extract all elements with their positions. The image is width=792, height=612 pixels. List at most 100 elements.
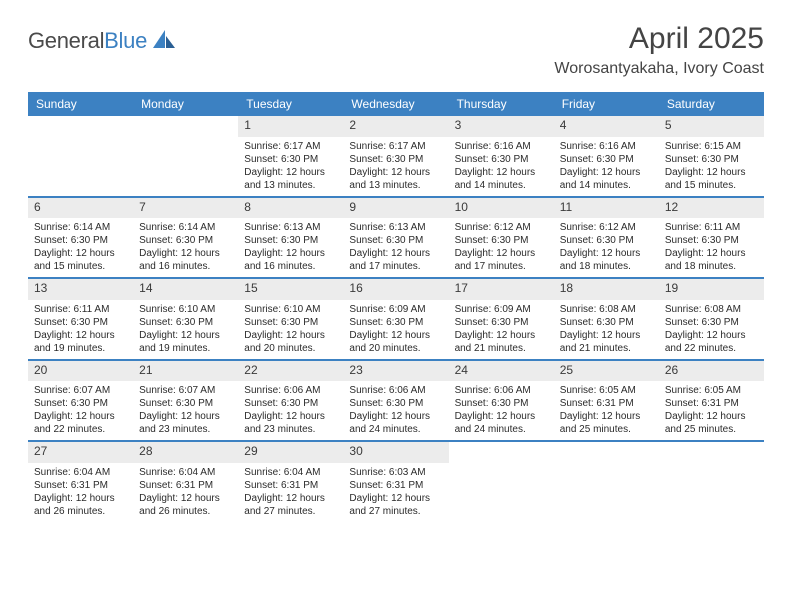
sunrise-line: Sunrise: 6:04 AM bbox=[244, 466, 337, 479]
weekday-header: Tuesday bbox=[238, 92, 343, 116]
day-number: 25 bbox=[554, 361, 659, 382]
sunset-line: Sunset: 6:30 PM bbox=[665, 234, 758, 247]
daylight-line: Daylight: 12 hours and 20 minutes. bbox=[244, 329, 337, 355]
sunset-line-value: 6:30 PM bbox=[596, 235, 633, 246]
sunset-line-label: Sunset: bbox=[560, 235, 594, 246]
sunrise-line: Sunrise: 6:16 AM bbox=[560, 140, 653, 153]
calendar-day: 23Sunrise: 6:06 AMSunset: 6:30 PMDayligh… bbox=[343, 360, 448, 442]
calendar-week: 27Sunrise: 6:04 AMSunset: 6:31 PMDayligh… bbox=[28, 441, 764, 522]
sunrise-line-label: Sunrise: bbox=[139, 467, 176, 478]
sunrise-line-value: 6:04 AM bbox=[73, 467, 110, 478]
sunrise-line-value: 6:10 AM bbox=[179, 304, 216, 315]
sunrise-line-label: Sunrise: bbox=[665, 385, 702, 396]
daylight-line-label: Daylight: bbox=[455, 167, 494, 178]
sunrise-line-value: 6:07 AM bbox=[73, 385, 110, 396]
daylight-line: Daylight: 12 hours and 13 minutes. bbox=[244, 166, 337, 192]
daylight-line: Daylight: 12 hours and 18 minutes. bbox=[665, 247, 758, 273]
day-number: 15 bbox=[238, 279, 343, 300]
day-details: Sunrise: 6:09 AMSunset: 6:30 PMDaylight:… bbox=[343, 300, 448, 359]
sunset-line-label: Sunset: bbox=[244, 317, 278, 328]
day-details: Sunrise: 6:06 AMSunset: 6:30 PMDaylight:… bbox=[343, 381, 448, 440]
sunset-line: Sunset: 6:30 PM bbox=[560, 153, 653, 166]
day-details: Sunrise: 6:17 AMSunset: 6:30 PMDaylight:… bbox=[343, 137, 448, 196]
sunrise-line-label: Sunrise: bbox=[349, 304, 386, 315]
sunset-line: Sunset: 6:30 PM bbox=[455, 234, 548, 247]
sunrise-line-label: Sunrise: bbox=[34, 385, 71, 396]
sunrise-line-value: 6:13 AM bbox=[284, 222, 321, 233]
calendar-header-row: SundayMondayTuesdayWednesdayThursdayFrid… bbox=[28, 92, 764, 116]
sunset-line-label: Sunset: bbox=[349, 317, 383, 328]
sunrise-line: Sunrise: 6:05 AM bbox=[560, 384, 653, 397]
day-number: 28 bbox=[133, 442, 238, 463]
daylight-line-label: Daylight: bbox=[455, 411, 494, 422]
sunrise-line-value: 6:04 AM bbox=[179, 467, 216, 478]
daylight-line: Daylight: 12 hours and 25 minutes. bbox=[665, 410, 758, 436]
sunset-line-label: Sunset: bbox=[560, 317, 594, 328]
calendar-day: 16Sunrise: 6:09 AMSunset: 6:30 PMDayligh… bbox=[343, 278, 448, 360]
sunset-line-label: Sunset: bbox=[349, 154, 383, 165]
sunrise-line: Sunrise: 6:12 AM bbox=[455, 221, 548, 234]
daylight-line: Daylight: 12 hours and 18 minutes. bbox=[560, 247, 653, 273]
day-details: Sunrise: 6:05 AMSunset: 6:31 PMDaylight:… bbox=[554, 381, 659, 440]
sunrise-line: Sunrise: 6:10 AM bbox=[139, 303, 232, 316]
sunrise-line-value: 6:05 AM bbox=[704, 385, 741, 396]
sunset-line: Sunset: 6:30 PM bbox=[244, 397, 337, 410]
weekday-header: Sunday bbox=[28, 92, 133, 116]
sunset-line-label: Sunset: bbox=[455, 154, 489, 165]
calendar-day: 15Sunrise: 6:10 AMSunset: 6:30 PMDayligh… bbox=[238, 278, 343, 360]
calendar-day: 22Sunrise: 6:06 AMSunset: 6:30 PMDayligh… bbox=[238, 360, 343, 442]
brand-general: General bbox=[28, 28, 104, 53]
sunrise-line: Sunrise: 6:08 AM bbox=[560, 303, 653, 316]
day-number: 30 bbox=[343, 442, 448, 463]
day-details: Sunrise: 6:10 AMSunset: 6:30 PMDaylight:… bbox=[133, 300, 238, 359]
calendar-day: 6Sunrise: 6:14 AMSunset: 6:30 PMDaylight… bbox=[28, 197, 133, 279]
day-details: Sunrise: 6:15 AMSunset: 6:30 PMDaylight:… bbox=[659, 137, 764, 196]
day-number: 22 bbox=[238, 361, 343, 382]
sunset-line-label: Sunset: bbox=[139, 398, 173, 409]
day-number: 11 bbox=[554, 198, 659, 219]
daylight-line: Daylight: 12 hours and 24 minutes. bbox=[455, 410, 548, 436]
daylight-line: Daylight: 12 hours and 27 minutes. bbox=[244, 492, 337, 518]
calendar-day: 28Sunrise: 6:04 AMSunset: 6:31 PMDayligh… bbox=[133, 441, 238, 522]
daylight-line: Daylight: 12 hours and 13 minutes. bbox=[349, 166, 442, 192]
sunrise-line-label: Sunrise: bbox=[349, 222, 386, 233]
sunrise-line-label: Sunrise: bbox=[349, 385, 386, 396]
daylight-line: Daylight: 12 hours and 15 minutes. bbox=[665, 166, 758, 192]
day-number: 17 bbox=[449, 279, 554, 300]
weekday-header: Saturday bbox=[659, 92, 764, 116]
daylight-line-label: Daylight: bbox=[560, 330, 599, 341]
sunrise-line-value: 6:14 AM bbox=[73, 222, 110, 233]
sunrise-line-value: 6:08 AM bbox=[704, 304, 741, 315]
sunset-line-label: Sunset: bbox=[244, 480, 278, 491]
daylight-line-label: Daylight: bbox=[349, 330, 388, 341]
calendar-day: 21Sunrise: 6:07 AMSunset: 6:30 PMDayligh… bbox=[133, 360, 238, 442]
sunset-line-value: 6:31 PM bbox=[176, 480, 213, 491]
calendar-day: 20Sunrise: 6:07 AMSunset: 6:30 PMDayligh… bbox=[28, 360, 133, 442]
sunrise-line-value: 6:12 AM bbox=[599, 222, 636, 233]
sunrise-line: Sunrise: 6:11 AM bbox=[34, 303, 127, 316]
daylight-line: Daylight: 12 hours and 24 minutes. bbox=[349, 410, 442, 436]
calendar-page: GeneralBlue April 2025 Worosantyakaha, I… bbox=[0, 0, 792, 612]
sunrise-line-label: Sunrise: bbox=[665, 304, 702, 315]
sunset-line-value: 6:30 PM bbox=[491, 317, 528, 328]
daylight-line-label: Daylight: bbox=[244, 493, 283, 504]
day-details: Sunrise: 6:16 AMSunset: 6:30 PMDaylight:… bbox=[449, 137, 554, 196]
sunrise-line-value: 6:08 AM bbox=[599, 304, 636, 315]
sunset-line-label: Sunset: bbox=[139, 235, 173, 246]
day-details: Sunrise: 6:10 AMSunset: 6:30 PMDaylight:… bbox=[238, 300, 343, 359]
sunrise-line: Sunrise: 6:10 AM bbox=[244, 303, 337, 316]
sunrise-line-value: 6:09 AM bbox=[389, 304, 426, 315]
sunrise-line-value: 6:12 AM bbox=[494, 222, 531, 233]
sunrise-line-value: 6:09 AM bbox=[494, 304, 531, 315]
day-details: Sunrise: 6:14 AMSunset: 6:30 PMDaylight:… bbox=[28, 218, 133, 277]
daylight-line-label: Daylight: bbox=[665, 330, 704, 341]
calendar-day: 26Sunrise: 6:05 AMSunset: 6:31 PMDayligh… bbox=[659, 360, 764, 442]
calendar-day: 11Sunrise: 6:12 AMSunset: 6:30 PMDayligh… bbox=[554, 197, 659, 279]
sunrise-line-label: Sunrise: bbox=[244, 304, 281, 315]
calendar-day-empty bbox=[659, 441, 764, 522]
sunset-line: Sunset: 6:31 PM bbox=[560, 397, 653, 410]
daylight-line: Daylight: 12 hours and 26 minutes. bbox=[34, 492, 127, 518]
sunset-line: Sunset: 6:31 PM bbox=[665, 397, 758, 410]
daylight-line: Daylight: 12 hours and 14 minutes. bbox=[455, 166, 548, 192]
calendar-day: 10Sunrise: 6:12 AMSunset: 6:30 PMDayligh… bbox=[449, 197, 554, 279]
